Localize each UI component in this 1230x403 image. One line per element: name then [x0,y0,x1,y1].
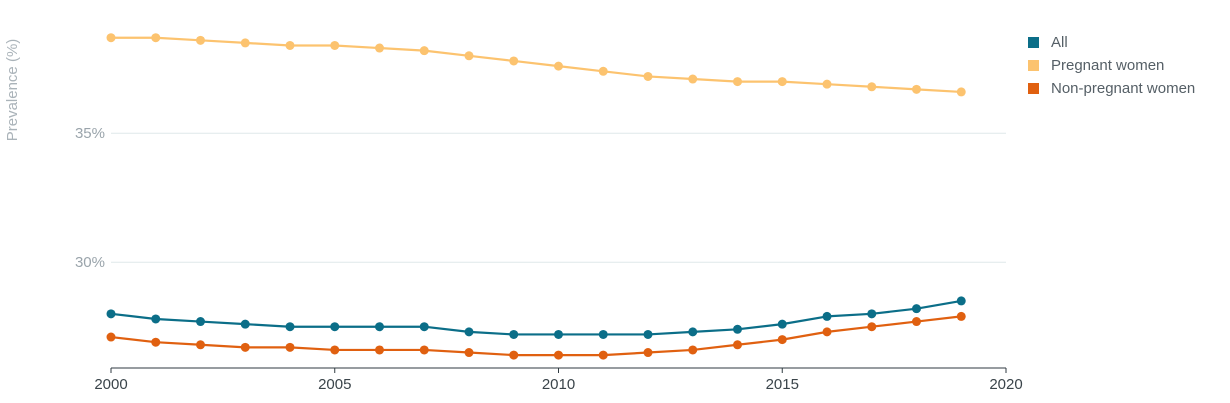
data-point-all-2003 [240,319,250,329]
data-point-pregnant-women-2009 [509,56,519,66]
legend-label-all: All [1051,34,1068,51]
data-point-all-2016 [822,311,832,321]
data-point-non-pregnant-women-2014 [733,340,742,350]
data-point-non-pregnant-women-2007 [419,345,429,355]
legend-item-all[interactable]: All [1028,31,1195,54]
data-point-non-pregnant-women-2019 [956,311,966,321]
data-point-non-pregnant-women-2004 [285,342,295,352]
data-point-all-2000 [106,309,116,319]
data-point-pregnant-women-2016 [822,79,832,89]
legend-swatch-pregnant-women [1028,60,1039,71]
data-point-non-pregnant-women-2001 [151,337,161,347]
data-point-all-2019 [956,296,966,306]
data-point-pregnant-women-2014 [733,77,742,87]
data-point-non-pregnant-women-2006 [375,345,384,355]
data-point-non-pregnant-women-2012 [643,348,653,358]
data-point-non-pregnant-women-2010 [554,350,563,360]
data-point-pregnant-women-2008 [464,51,474,61]
legend-swatch-non-pregnant-women [1028,83,1039,94]
data-point-non-pregnant-women-2005 [330,345,340,355]
data-point-pregnant-women-2011 [598,66,608,76]
legend-item-pregnant-women[interactable]: Pregnant women [1028,54,1195,77]
data-point-pregnant-women-2007 [419,46,429,56]
data-point-pregnant-women-2001 [151,33,161,43]
y-tick-label-1: 35% [75,125,105,142]
x-tick-label-3: 2015 [766,376,799,393]
legend-label-pregnant-women: Pregnant women [1051,57,1165,74]
data-point-all-2005 [330,322,340,332]
data-point-non-pregnant-women-2011 [598,350,608,360]
data-point-pregnant-women-2005 [330,40,340,50]
data-point-all-2012 [643,329,653,339]
legend: All Pregnant women Non-pregnant women [1028,31,1195,100]
data-point-non-pregnant-women-2016 [822,327,832,337]
data-point-pregnant-women-2012 [643,71,653,81]
data-point-all-2002 [196,317,205,327]
data-point-all-2004 [285,322,295,332]
data-point-all-2015 [777,319,787,329]
data-point-pregnant-women-2010 [554,61,563,71]
data-point-non-pregnant-women-2002 [196,340,205,350]
data-point-non-pregnant-women-2015 [777,335,787,345]
data-point-all-2011 [598,329,608,339]
data-point-pregnant-women-2019 [956,87,966,97]
data-point-non-pregnant-women-2017 [867,322,877,332]
data-point-pregnant-women-2013 [688,74,698,84]
data-point-all-2007 [419,322,429,332]
data-point-non-pregnant-women-2009 [509,350,519,360]
data-point-non-pregnant-women-2000 [106,332,116,342]
y-axis-title: Prevalence (%) [4,39,21,142]
data-point-all-2018 [912,304,921,314]
data-point-all-2014 [733,324,742,334]
series-line-pregnant-women [111,36,962,94]
data-point-all-2006 [375,322,384,332]
data-point-pregnant-women-2015 [777,77,787,87]
data-point-non-pregnant-women-2003 [240,342,250,352]
data-point-pregnant-women-2004 [285,40,295,50]
data-point-non-pregnant-women-2018 [912,317,921,327]
data-point-pregnant-women-2003 [240,38,250,48]
x-tick-label-0: 2000 [94,376,127,393]
legend-swatch-all [1028,37,1039,48]
data-point-non-pregnant-women-2013 [688,345,698,355]
series-line-non-pregnant-women [110,315,962,357]
x-tick-label-1: 2005 [318,376,351,393]
data-point-non-pregnant-women-2008 [464,348,474,358]
data-point-pregnant-women-2002 [196,35,205,45]
data-point-all-2010 [554,329,563,339]
y-tick-label-0: 30% [75,254,105,271]
x-tick-label-4: 2020 [989,376,1022,393]
data-point-pregnant-women-2017 [867,82,877,92]
data-point-pregnant-women-2006 [375,43,384,53]
data-point-pregnant-women-2018 [912,84,921,94]
data-point-all-2008 [464,327,474,337]
legend-label-non-pregnant-women: Non-pregnant women [1051,80,1196,97]
data-point-all-2009 [509,329,519,339]
legend-item-non-pregnant-women[interactable]: Non-pregnant women [1028,77,1195,100]
data-point-all-2013 [688,327,698,337]
data-point-all-2001 [151,314,161,324]
x-tick-label-2: 2010 [542,376,575,393]
series-line-all [110,299,962,336]
data-point-all-2017 [867,309,877,319]
data-point-pregnant-women-2000 [106,33,116,43]
